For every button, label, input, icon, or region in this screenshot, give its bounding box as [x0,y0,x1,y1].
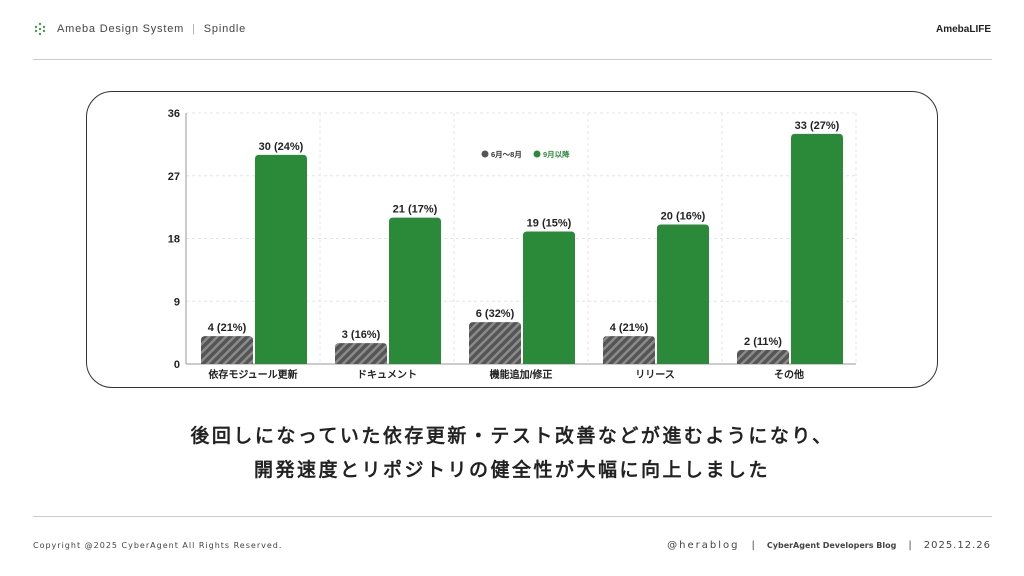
bar-jun-aug [201,336,253,364]
bar-jun-aug [603,336,655,364]
ameba-life-logo: AmebaLIFE [935,24,991,35]
data-label: 33 (27%) [795,120,840,132]
y-tick-label: 27 [168,171,180,183]
data-label: 3 (16%) [342,329,381,341]
data-label: 20 (16%) [661,211,706,223]
divider: | [908,540,912,551]
blog-name: CyberAgent Developers Blog [766,541,897,550]
y-tick-label: 36 [168,108,180,120]
divider: | [751,540,755,551]
legend-label: 6月〜8月 [491,150,522,159]
header-divider [33,59,992,60]
bar-jun-aug [737,350,789,364]
data-label: 4 (21%) [610,322,649,334]
y-tick-label: 0 [174,359,180,371]
bar-sep-onward [255,154,307,364]
data-label: 2 (11%) [744,336,782,348]
product-name: Spindle [203,23,247,35]
copyright: Copyright @2025 CyberAgent All Rights Re… [33,541,283,550]
brand-name: Ameba Design System [57,23,185,35]
x-tick-label: リリース [635,369,675,381]
data-label: 6 (32%) [476,308,515,320]
data-label: 4 (21%) [208,322,247,334]
author: @herablog [667,540,740,551]
bar-chart: 0 9 18 27 36 4 (21%) 30 (24%) 依存モジュール更新 3 (16%) 2… [168,108,857,381]
message-line-1: 後回しになっていた依存更新・テスト改善などが進むようになり、 [190,425,834,447]
bar-sep-onward [657,224,709,364]
data-label: 21 (17%) [393,204,438,216]
bar-sep-onward [389,217,441,364]
bar-sep-onward [523,231,575,364]
x-tick-label: 機能追加/修正 [490,368,553,381]
divider: | [192,23,196,35]
x-tick-label: その他 [774,368,804,381]
x-tick-label: ドキュメント [357,369,417,381]
chart-card: 0 9 18 27 36 4 (21%) 30 (24%) 依存モジュール更新 3 (16%) 2… [86,91,938,388]
legend-marker [533,150,541,158]
data-label: 30 (24%) [259,141,304,153]
date: 2025.12.26 [923,540,991,551]
spindle-logo-icon [34,22,46,36]
y-tick-label: 9 [174,296,180,308]
legend-marker [481,150,489,158]
bar-jun-aug [335,343,387,364]
bar-jun-aug [469,322,521,364]
legend-label: 9月以降 [543,149,570,159]
header: Ameba Design System | Spindle [33,22,246,36]
footer-meta: @herablog | CyberAgent Developers Blog |… [667,540,991,551]
y-tick-label: 18 [168,234,180,246]
bar-sep-onward [791,133,843,364]
x-tick-label: 依存モジュール更新 [208,368,297,381]
data-label: 19 (15%) [527,218,572,230]
footer-divider [33,516,992,517]
message-line-2: 開発速度とリポジトリの健全性が大幅に向上しました [253,459,770,481]
